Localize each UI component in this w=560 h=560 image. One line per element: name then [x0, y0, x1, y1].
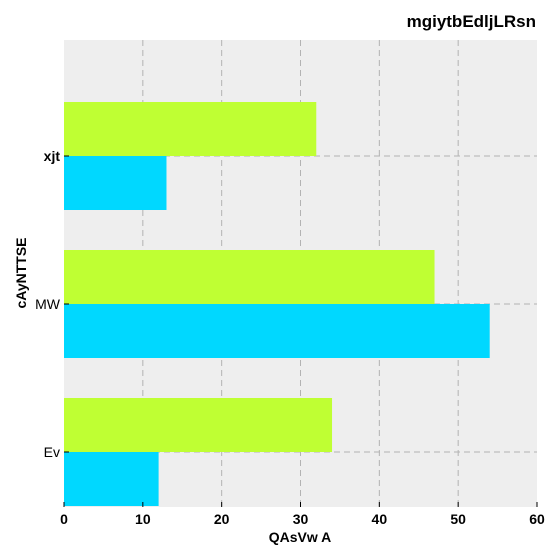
bar-Ev-series-2: [64, 452, 159, 506]
bar-MW-series-1: [64, 250, 435, 304]
bar-xjt-series-1: [64, 102, 317, 156]
x-tick-label: 10: [135, 511, 151, 527]
x-tick-label: 0: [60, 511, 68, 527]
x-tick-label: 30: [293, 511, 309, 527]
x-tick-label: 20: [214, 511, 230, 527]
bars: [64, 102, 490, 506]
x-tick-label: 40: [372, 511, 388, 527]
bar-Ev-series-1: [64, 398, 333, 452]
x-axis-ticks: 0 10 20 30 40 50 60: [60, 502, 545, 527]
chart-title: mgiytbEdljLRsn: [407, 12, 536, 31]
y-tick-label: xjt: [44, 148, 61, 164]
bar-xjt-series-2: [64, 156, 167, 210]
y-axis-title: cAyNTTSE: [13, 237, 29, 308]
bar-MW-series-2: [64, 304, 490, 358]
y-tick-label: Ev: [44, 444, 60, 460]
x-axis-title: QAsVw A: [269, 529, 332, 545]
y-axis-ticks: xjt MW Ev: [35, 148, 69, 460]
x-tick-label: 60: [529, 511, 545, 527]
y-tick-label: MW: [35, 296, 61, 312]
x-tick-label: 50: [450, 511, 466, 527]
